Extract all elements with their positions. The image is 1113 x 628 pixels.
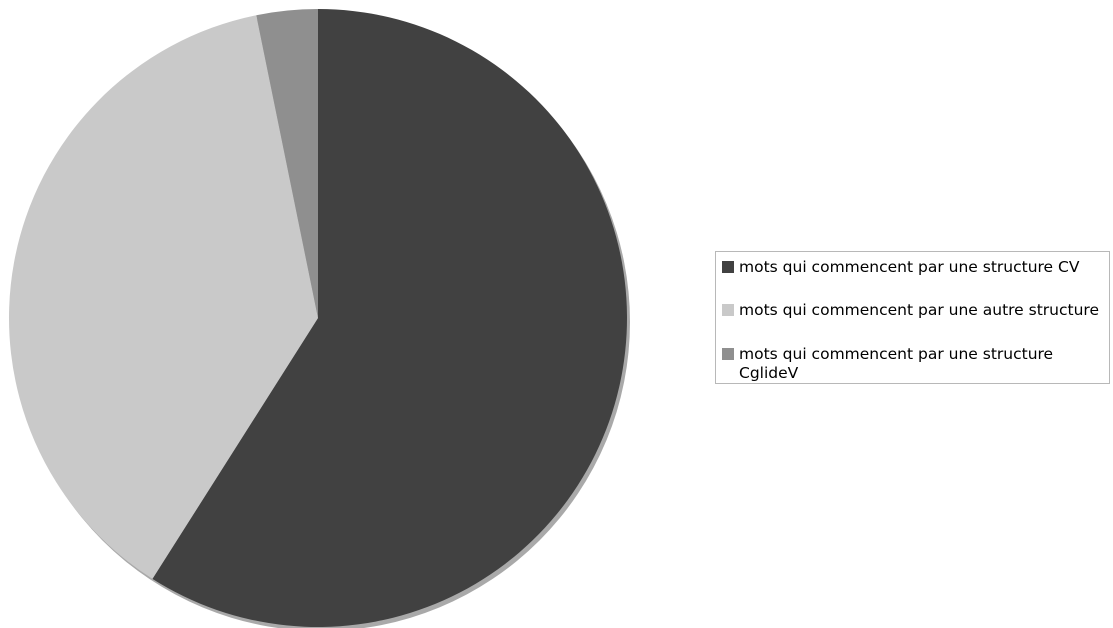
legend-item-structure-cv: mots qui commencent par une structure CV — [722, 258, 1102, 277]
legend-label-structure-cv: mots qui commencent par une structure CV — [739, 258, 1080, 276]
pie-plot-area — [8, 8, 630, 628]
legend-label-structure-cglidev: mots qui commencent par une structure Cg… — [739, 345, 1054, 382]
legend-item-structure-cglidev: mots qui commencent par une structure Cg… — [722, 345, 1102, 383]
legend-item-autre-structure: mots qui commencent par une autre struct… — [722, 301, 1102, 320]
legend-swatch-structure-cglidev — [722, 348, 734, 360]
legend-swatch-structure-cv — [722, 261, 734, 273]
pie-slices — [8, 8, 627, 627]
legend: mots qui commencent par une structure CV… — [715, 251, 1110, 384]
legend-label-autre-structure: mots qui commencent par une autre struct… — [739, 301, 1099, 319]
pie-slice-structure-cv — [152, 9, 627, 627]
pie-slice-autre-structure — [8, 15, 319, 579]
pie-slice-structure-cglidev — [256, 8, 318, 318]
legend-swatch-autre-structure — [722, 304, 734, 316]
